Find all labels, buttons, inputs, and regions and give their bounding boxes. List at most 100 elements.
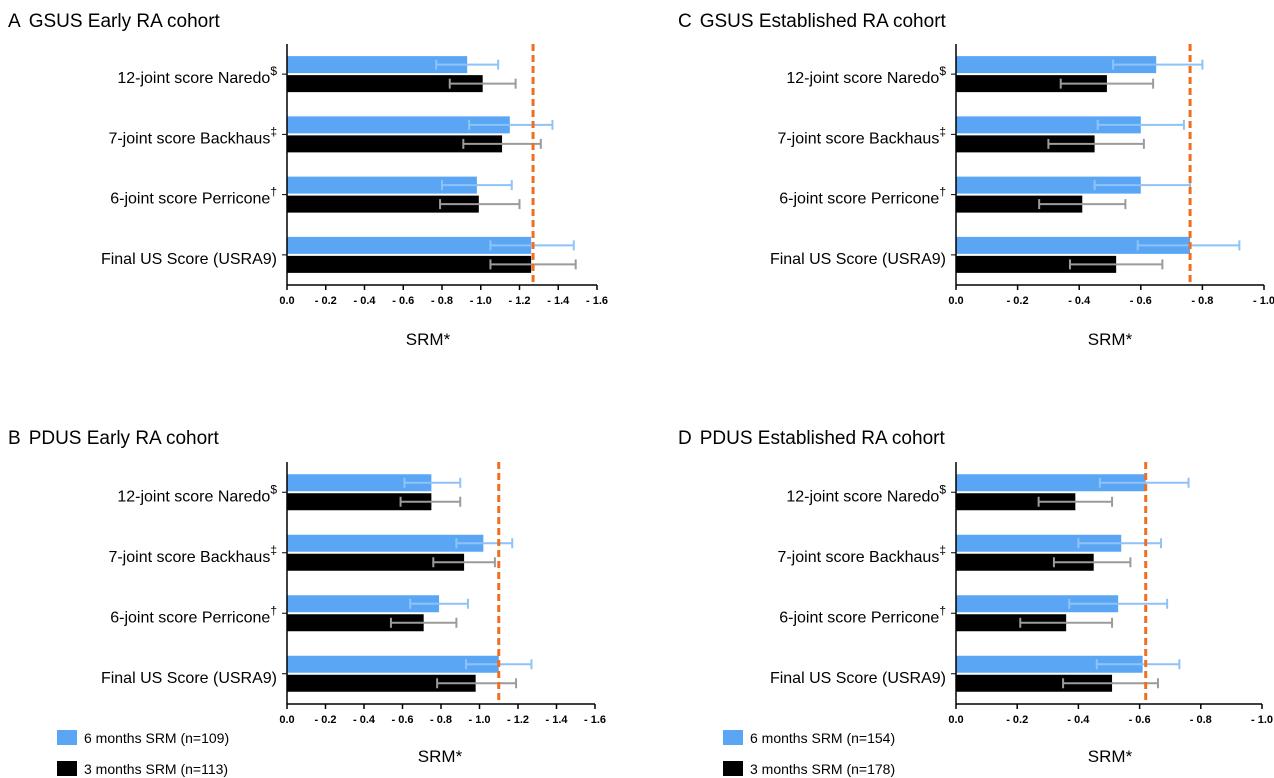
error-bar xyxy=(436,678,518,689)
bar-6-months xyxy=(956,236,1191,254)
category-superscript: † xyxy=(939,185,946,199)
error-bar xyxy=(1095,659,1181,670)
bar-3-months xyxy=(287,674,476,692)
error-bar xyxy=(432,557,496,568)
error-bar xyxy=(462,138,542,149)
error-bar xyxy=(1019,617,1114,628)
error-bar xyxy=(1112,59,1204,70)
x-tick-label: - 1.6 xyxy=(586,295,608,307)
category-label: 6-joint score Perricone† xyxy=(110,603,277,626)
x-tick-label: 0.0 xyxy=(948,714,963,726)
bar-6-months xyxy=(956,56,1157,74)
category-superscript: ‡ xyxy=(270,543,277,557)
bar-3-months xyxy=(956,674,1113,692)
chart-panel-b: B PDUS Early RA cohort 12-joint score Nare… xyxy=(8,428,606,766)
x-tick-label: - 0.4 xyxy=(1067,714,1090,726)
error-bar xyxy=(1098,477,1190,488)
error-bar xyxy=(439,199,521,210)
x-tick-label: - 0.8 xyxy=(430,714,452,726)
x-tick-label: - 0.4 xyxy=(353,714,376,726)
x-tick-label: - 1.0 xyxy=(470,295,492,307)
x-tick-label: - 0.8 xyxy=(1191,295,1213,307)
category-label: 7-joint score Backhaus‡ xyxy=(108,124,277,147)
bar-6-months xyxy=(956,474,1146,492)
error-bar xyxy=(409,598,469,609)
panel-letter: D xyxy=(678,428,692,449)
error-bar xyxy=(1059,78,1155,89)
x-tick-label: - 1.0 xyxy=(1253,295,1274,307)
x-tick-label: - 0.6 xyxy=(392,295,414,307)
bar-3-months xyxy=(287,614,424,632)
panel-letter: C xyxy=(678,11,692,32)
category-label: 6-joint score Perricone† xyxy=(779,185,946,208)
category-name: Final US Score (USRA9) xyxy=(770,670,946,687)
x-axis-label: SRM* xyxy=(1088,330,1133,349)
x-tick-label: - 0.2 xyxy=(1006,714,1028,726)
error-bar xyxy=(1037,496,1114,507)
x-tick-label: - 0.2 xyxy=(1007,295,1029,307)
category-label: 7-joint score Backhaus‡ xyxy=(777,543,946,566)
bar-6-months xyxy=(287,474,432,492)
category-superscript: ‡ xyxy=(939,543,946,557)
error-bar xyxy=(1047,138,1145,149)
chart-panel-a: A GSUS Early RA cohort 12-joint score Nare… xyxy=(8,11,608,349)
x-tick-label: - 1.4 xyxy=(547,295,570,307)
category-superscript: $ xyxy=(939,64,946,78)
x-axis-label: SRM* xyxy=(406,330,451,349)
legend-swatch xyxy=(57,761,77,776)
category-label: 7-joint score Backhaus‡ xyxy=(108,543,277,566)
category-superscript: † xyxy=(270,185,277,199)
category-name: 12-joint score Naredo xyxy=(117,70,270,87)
category-label: 6-joint score Perricone† xyxy=(779,603,946,626)
bar-6-months xyxy=(287,56,468,74)
error-bar xyxy=(435,59,500,70)
category-superscript: $ xyxy=(270,482,277,496)
category-label: 12-joint score Naredo$ xyxy=(786,482,946,505)
category-name: 7-joint score Backhaus xyxy=(108,549,270,566)
bar-6-months xyxy=(287,236,532,254)
category-name: 6-joint score Perricone xyxy=(779,609,939,626)
x-tick-label: 0.0 xyxy=(948,295,963,307)
panel-title: GSUS Early RA cohort xyxy=(29,11,221,32)
category-label: 12-joint score Naredo$ xyxy=(117,64,277,87)
bar-6-months xyxy=(956,595,1119,613)
x-tick-label: - 1.2 xyxy=(507,714,529,726)
category-name: 12-joint score Naredo xyxy=(786,70,939,87)
category-superscript: $ xyxy=(939,482,946,496)
error-bar xyxy=(468,119,554,130)
legend-right: 6 months SRM (n=154) 3 months SRM (n=178) xyxy=(723,730,895,777)
x-tick-label: - 0.2 xyxy=(314,714,336,726)
x-tick-label: 0.0 xyxy=(279,295,294,307)
category-superscript: † xyxy=(939,603,946,617)
category-label: 7-joint score Backhaus‡ xyxy=(777,124,946,147)
error-bar xyxy=(1052,557,1132,568)
panel-title: PDUS Established RA cohort xyxy=(700,428,946,449)
category-label: 6-joint score Perricone† xyxy=(110,185,277,208)
chart-panel-d: D PDUS Established RA cohort 12-joint scor… xyxy=(678,428,1273,766)
x-tick-label: - 0.6 xyxy=(391,714,413,726)
bar-3-months xyxy=(956,493,1076,511)
bar-3-months xyxy=(287,493,432,511)
legend-label: 6 months SRM (n=154) xyxy=(750,730,895,746)
x-tick-label: - 1.2 xyxy=(508,295,530,307)
panel-title: PDUS Early RA cohort xyxy=(29,428,220,449)
legend-label: 3 months SRM (n=178) xyxy=(750,761,895,777)
panel-letter: B xyxy=(8,428,21,449)
x-tick-label: - 0.6 xyxy=(1130,295,1152,307)
error-bar xyxy=(1068,598,1169,609)
x-tick-label: - 1.0 xyxy=(468,714,490,726)
bar-3-months xyxy=(956,75,1107,93)
bar-6-months xyxy=(287,176,477,194)
x-tick-label: - 0.4 xyxy=(353,295,376,307)
bar-3-months xyxy=(287,75,483,93)
legend-swatch xyxy=(723,761,743,776)
chart-panel-c: C GSUS Established RA cohort 12-joint scor… xyxy=(678,11,1274,349)
legend-label: 3 months SRM (n=113) xyxy=(84,761,228,777)
x-tick-label: - 0.8 xyxy=(1190,714,1212,726)
legend-swatch xyxy=(57,730,77,745)
x-axis-label: SRM* xyxy=(1088,747,1133,766)
bar-6-months xyxy=(956,534,1122,552)
bar-3-months xyxy=(956,553,1094,571)
category-superscript: † xyxy=(270,603,277,617)
